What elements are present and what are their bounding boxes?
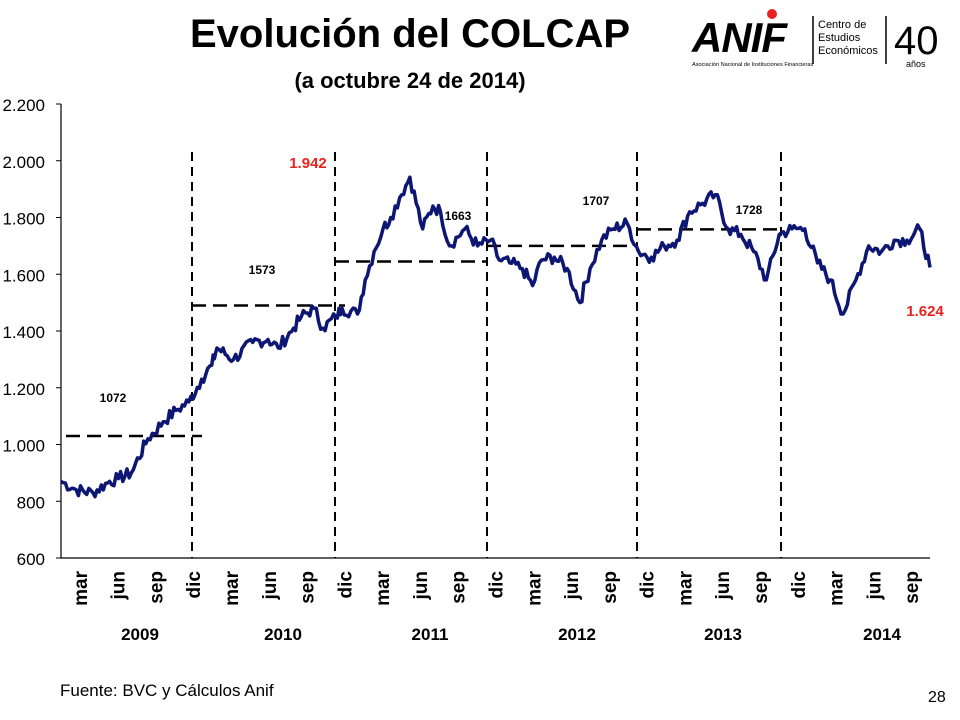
year-label: 2010 xyxy=(264,625,302,644)
logo-dot-icon xyxy=(767,9,777,19)
logo-anniversary: 40 xyxy=(894,19,939,63)
logo-tagline: Asociación Nacional de Instituciones Fin… xyxy=(692,62,813,68)
x-tick-label: sep xyxy=(146,571,167,604)
y-tick-label: 1.000 xyxy=(2,437,45,456)
chart-subtitle: (a octubre 24 de 2014) xyxy=(294,68,526,93)
y-tick-label: 600 xyxy=(17,550,45,569)
year-label: 2011 xyxy=(412,625,449,644)
x-tick-label: jun xyxy=(411,571,432,601)
x-tick-label: jun xyxy=(109,571,130,601)
x-tick-label: dic xyxy=(335,571,356,599)
x-tick-label: sep xyxy=(902,571,923,604)
x-tick-label: jun xyxy=(864,571,885,601)
anif-logo: ANIF Asociación Nacional de Institucione… xyxy=(691,9,939,69)
x-tick-label: jun xyxy=(562,571,583,601)
page-number: 28 xyxy=(928,689,946,706)
x-tick-label: dic xyxy=(487,571,508,599)
x-tick-label: dic xyxy=(184,571,205,599)
y-tick-label: 800 xyxy=(17,493,45,512)
chart-title: Evolución del COLCAP xyxy=(189,12,631,56)
year-label: 2013 xyxy=(704,625,742,644)
x-tick-label: sep xyxy=(298,571,319,604)
y-tick-label: 1.400 xyxy=(2,323,45,342)
x-tick-label: sep xyxy=(600,571,621,604)
y-tick-label: 1.800 xyxy=(2,210,45,229)
source-note: Fuente: BVC y Cálculos Anif xyxy=(60,681,274,700)
logo-center-line-1: Centro de xyxy=(818,19,866,31)
year-label: 2012 xyxy=(558,625,596,644)
annotation-label: 1.624 xyxy=(906,303,944,320)
x-tick-label: mar xyxy=(827,570,848,605)
y-tick-label: 1.200 xyxy=(2,380,45,399)
annotation-label: 1.942 xyxy=(289,155,327,172)
x-tick-label: mar xyxy=(222,570,243,605)
logo-anniversary-sub: años xyxy=(906,59,926,69)
year-label: 2009 xyxy=(121,625,159,644)
x-tick-label: jun xyxy=(260,571,281,601)
logo-anif-text: ANIF xyxy=(691,14,788,61)
y-tick-label: 2.000 xyxy=(2,153,45,172)
x-tick-label: sep xyxy=(449,571,470,604)
logo-center-line-2: Estudios xyxy=(818,32,861,44)
x-tick-label: dic xyxy=(789,571,810,599)
period-average-label: 1707 xyxy=(583,194,610,208)
period-average-label: 1663 xyxy=(445,209,472,223)
x-tick-label: dic xyxy=(638,571,659,599)
colcap-series-line xyxy=(60,175,932,499)
x-tick-label: mar xyxy=(675,570,696,605)
x-tick-label: mar xyxy=(71,570,92,605)
period-average-label: 1728 xyxy=(736,203,763,217)
year-label: 2014 xyxy=(863,625,901,644)
x-tick-label: mar xyxy=(524,570,545,605)
period-average-label: 1072 xyxy=(100,391,127,405)
logo-center-line-3: Económicos xyxy=(818,45,878,57)
x-tick-label: sep xyxy=(751,571,772,604)
period-average-label: 1573 xyxy=(249,263,276,277)
x-tick-label: mar xyxy=(373,570,394,605)
y-tick-label: 1.600 xyxy=(2,266,45,285)
y-tick-label: 2.200 xyxy=(2,96,45,115)
x-tick-label: jun xyxy=(713,571,734,601)
